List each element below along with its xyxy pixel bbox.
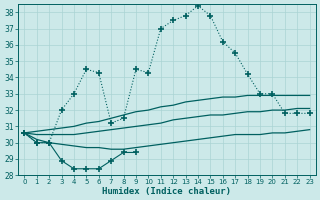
X-axis label: Humidex (Indice chaleur): Humidex (Indice chaleur) <box>102 187 231 196</box>
